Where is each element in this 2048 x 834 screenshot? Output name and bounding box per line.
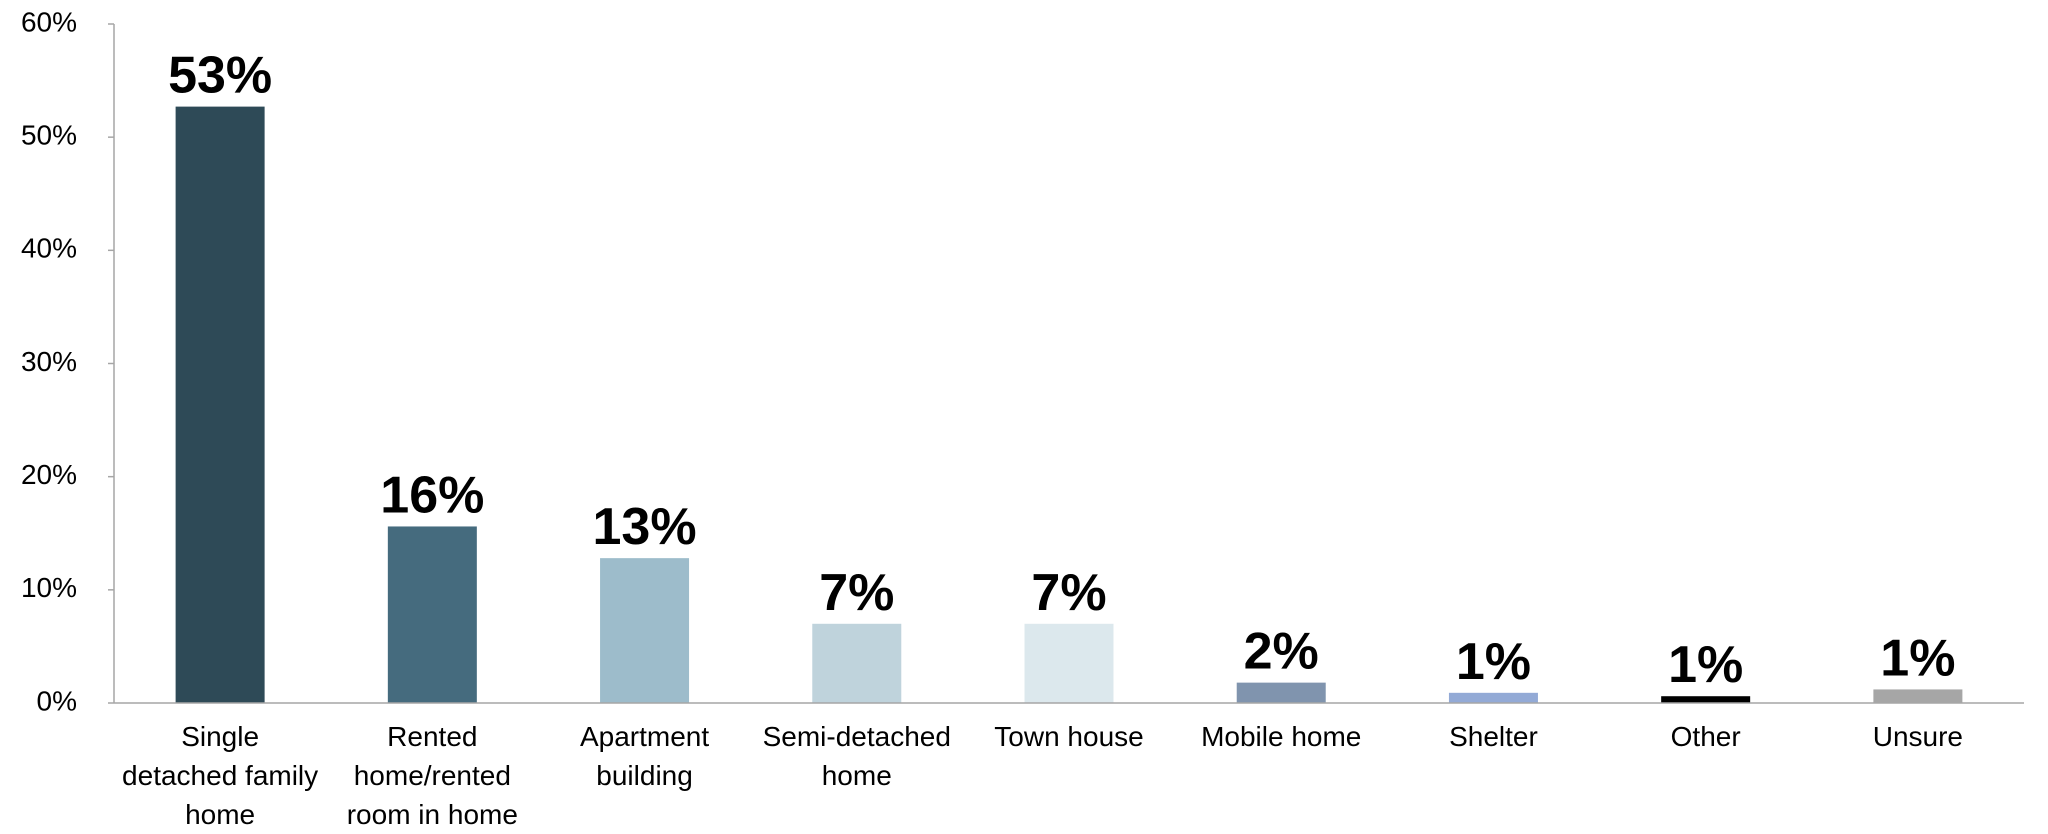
- y-tick-label: 0%: [37, 685, 77, 716]
- y-tick-label: 20%: [21, 459, 77, 490]
- value-label: 7%: [1031, 564, 1106, 622]
- x-tick-label: Shelter: [1449, 721, 1538, 752]
- bar: [1024, 623, 1114, 703]
- x-tick-label: Town house: [994, 721, 1144, 752]
- y-tick-label: 30%: [21, 346, 77, 377]
- bar: [1873, 689, 1963, 703]
- value-label: 1%: [1668, 636, 1743, 694]
- bar: [1661, 696, 1751, 703]
- y-tick-label: 40%: [21, 233, 77, 264]
- value-label: 13%: [593, 498, 697, 556]
- value-label: 2%: [1244, 623, 1319, 681]
- x-tick-label: Other: [1670, 721, 1741, 752]
- x-tick-label: Semi-detached home: [762, 721, 951, 791]
- y-tick-label: 60%: [21, 6, 77, 37]
- x-tick-label: Single detached family home: [122, 721, 319, 830]
- bar: [1448, 692, 1538, 703]
- x-tick-label: Apartment building: [579, 721, 710, 791]
- value-label: 53%: [168, 47, 272, 105]
- value-label: 1%: [1456, 633, 1531, 691]
- bar: [812, 623, 902, 703]
- y-tick-label: 10%: [21, 572, 77, 603]
- x-tick-label: Unsure: [1872, 721, 1963, 752]
- bar: [387, 526, 477, 703]
- y-tick-label: 50%: [21, 120, 77, 151]
- x-tick-label: Rented home/rented room in home: [346, 721, 518, 830]
- bar: [1236, 682, 1326, 703]
- value-label: 16%: [380, 466, 484, 524]
- bar: [600, 558, 690, 703]
- value-label: 1%: [1880, 629, 1955, 687]
- bar: [175, 106, 265, 703]
- x-tick-label: Mobile home: [1201, 721, 1362, 752]
- value-label: 7%: [819, 564, 894, 622]
